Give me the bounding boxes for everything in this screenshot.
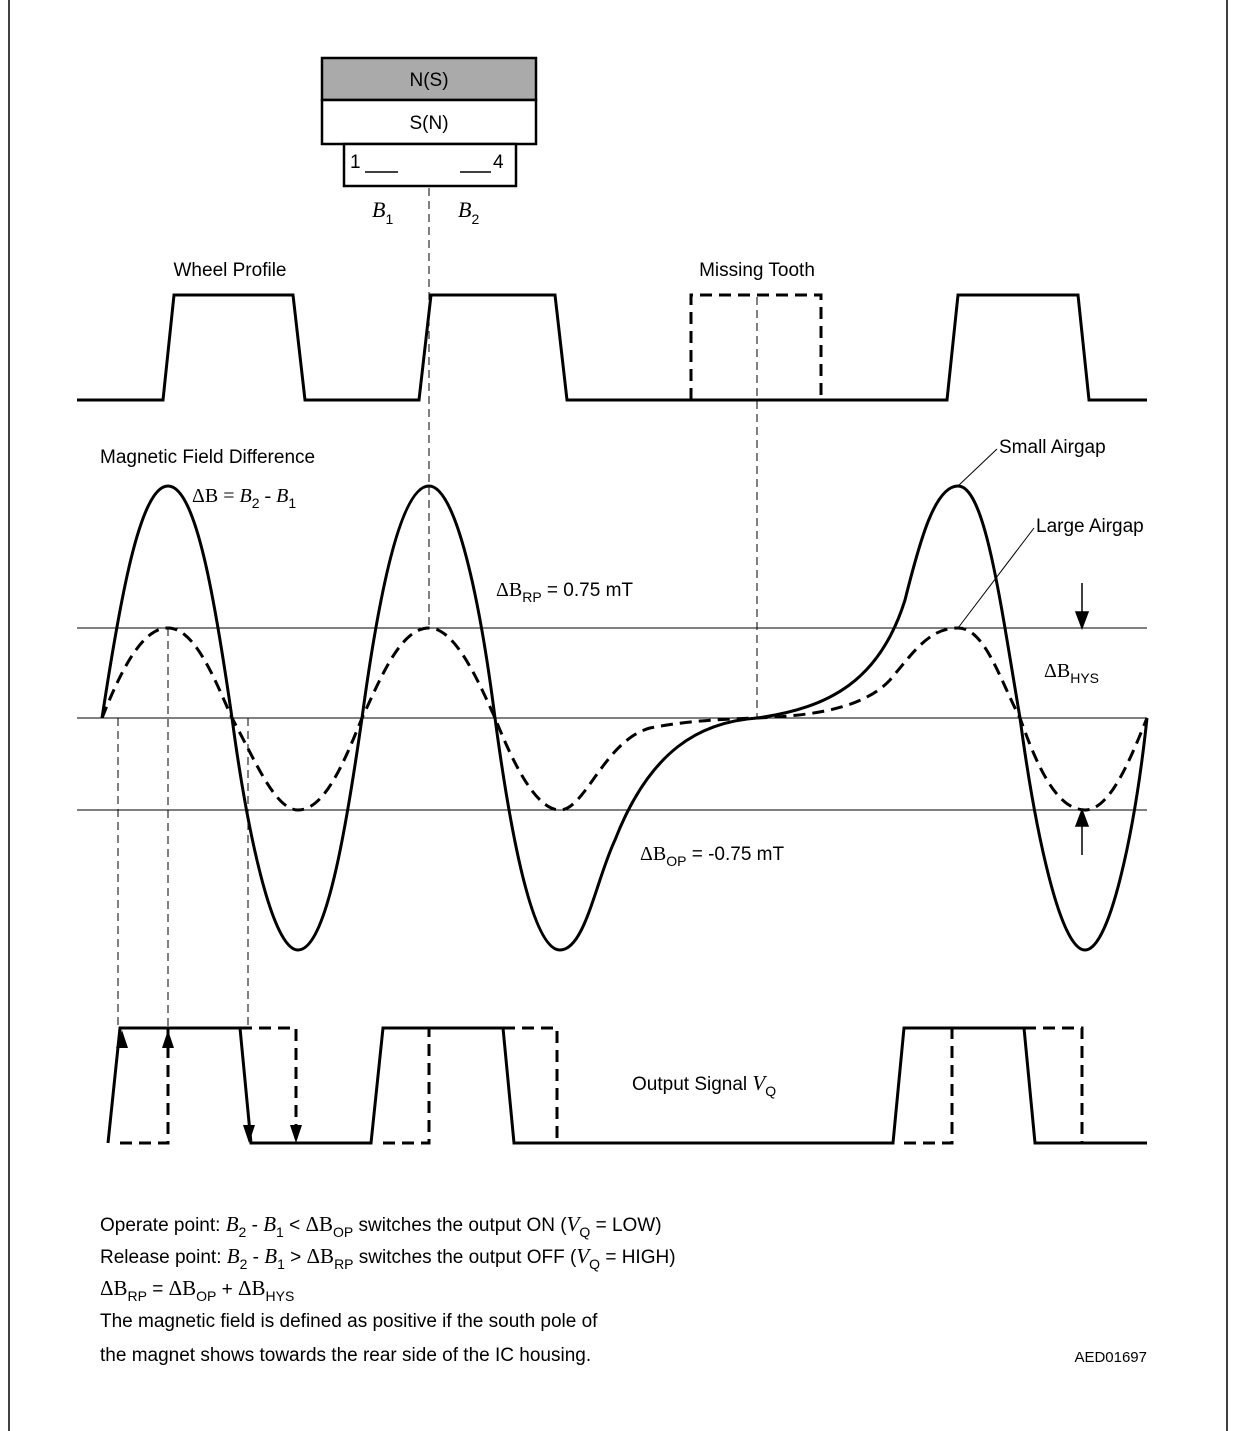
large-airgap-curve bbox=[100, 626, 1149, 812]
operate-point-note: Operate point: B2 - B1 < ΔBOP switches t… bbox=[100, 1212, 662, 1240]
hysteresis-label: ΔBHYS bbox=[1044, 660, 1099, 686]
guide-lines bbox=[117, 188, 758, 1028]
sensor-ic-package bbox=[342, 142, 518, 188]
output-transition-arrows bbox=[116, 1030, 302, 1143]
magnet-north-pole bbox=[320, 56, 538, 102]
small-airgap-curve bbox=[100, 484, 1149, 952]
rise-arrow-1 bbox=[116, 1030, 128, 1048]
large-airgap-label: Large Airgap bbox=[1036, 516, 1144, 537]
pin-1-label: 1 bbox=[350, 152, 361, 173]
output-signal-label: Output Signal VQ bbox=[632, 1071, 776, 1099]
hysteresis-arrow-bottom-head bbox=[1074, 807, 1090, 827]
definition-line-1: The magnetic field is defined as positiv… bbox=[100, 1311, 598, 1332]
delta-b-formula: ΔB = B2 - B1 bbox=[192, 485, 296, 511]
north-pole-label: N(S) bbox=[409, 70, 448, 91]
rise-arrow-2 bbox=[162, 1030, 174, 1048]
definition-line-2: the magnet shows towards the rear side o… bbox=[100, 1345, 591, 1366]
notes-block: Operate point: B2 - B1 < ΔBOP switches t… bbox=[100, 1212, 676, 1366]
hysteresis-arrows bbox=[1074, 583, 1090, 855]
hysteresis-arrow-top-head bbox=[1074, 611, 1090, 631]
missing-tooth-label: Missing Tooth bbox=[699, 260, 815, 281]
operate-threshold-label: ΔBOP = -0.75 mT bbox=[640, 843, 785, 869]
fall-arrow-2 bbox=[290, 1125, 302, 1143]
magnet-south-pole bbox=[320, 98, 538, 146]
small-airgap-leader bbox=[957, 448, 998, 487]
missing-tooth-outline bbox=[689, 293, 823, 400]
magnet-assembly: N(S) S(N) 1 4 B1 B2 bbox=[320, 56, 538, 227]
wheel-profile: Wheel Profile Missing Tooth bbox=[77, 260, 1147, 402]
wheel-profile-line bbox=[77, 293, 1147, 402]
threshold-lines bbox=[77, 627, 1147, 811]
wheel-profile-label: Wheel Profile bbox=[174, 260, 287, 281]
threshold-sum-formula: ΔBRP = ΔBOP + ΔBHYS bbox=[100, 1276, 294, 1304]
field-difference-label: Magnetic Field Difference bbox=[100, 447, 315, 468]
release-threshold-label: ΔBRP = 0.75 mT bbox=[496, 579, 633, 605]
output-signal-large-airgap bbox=[120, 1026, 1084, 1145]
release-point-note: Release point: B2 - B1 > ΔBRP switches t… bbox=[100, 1244, 676, 1272]
sensor-b2-label: B2 bbox=[458, 197, 479, 227]
pin-4-label: 4 bbox=[493, 152, 504, 173]
small-airgap-label: Small Airgap bbox=[999, 437, 1106, 458]
south-pole-label: S(N) bbox=[409, 113, 448, 134]
large-airgap-leader bbox=[957, 527, 1035, 629]
output-signal-small-airgap bbox=[106, 1026, 1147, 1145]
sensor-b1-label: B1 bbox=[372, 197, 393, 227]
fall-arrow-1 bbox=[243, 1125, 255, 1143]
figure-id: AED01697 bbox=[1074, 1349, 1147, 1366]
